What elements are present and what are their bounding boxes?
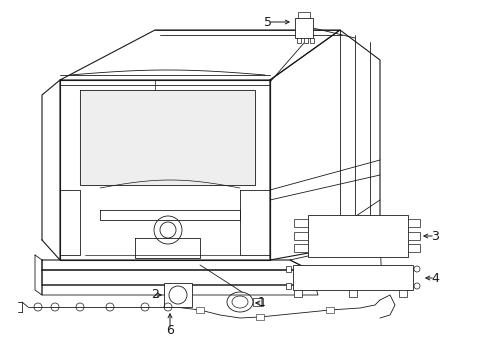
FancyBboxPatch shape [293,232,307,240]
Polygon shape [42,285,317,295]
Text: 6: 6 [166,324,174,337]
FancyBboxPatch shape [398,290,406,297]
Text: 4: 4 [430,271,438,284]
Polygon shape [60,80,269,260]
Text: 1: 1 [258,297,265,310]
FancyBboxPatch shape [196,307,203,313]
Text: 2: 2 [151,288,159,302]
Polygon shape [35,255,42,295]
FancyBboxPatch shape [163,283,192,307]
FancyBboxPatch shape [309,38,313,43]
Polygon shape [80,90,254,185]
FancyBboxPatch shape [307,215,407,257]
Polygon shape [42,270,314,285]
FancyBboxPatch shape [407,244,419,252]
Polygon shape [60,30,339,80]
FancyBboxPatch shape [304,38,307,43]
FancyBboxPatch shape [325,307,333,313]
FancyBboxPatch shape [293,219,307,227]
FancyBboxPatch shape [292,265,412,290]
Polygon shape [269,30,379,260]
FancyBboxPatch shape [294,18,312,38]
Polygon shape [289,240,381,285]
Polygon shape [42,260,309,270]
Polygon shape [42,80,60,260]
FancyBboxPatch shape [297,12,309,18]
FancyBboxPatch shape [285,283,290,289]
FancyBboxPatch shape [285,266,290,272]
FancyBboxPatch shape [407,219,419,227]
FancyBboxPatch shape [296,38,301,43]
FancyBboxPatch shape [293,290,302,297]
FancyBboxPatch shape [348,290,356,297]
FancyBboxPatch shape [256,314,264,320]
FancyBboxPatch shape [252,298,263,306]
FancyBboxPatch shape [407,232,419,240]
FancyBboxPatch shape [293,244,307,252]
Text: 5: 5 [264,15,271,28]
Text: 3: 3 [430,230,438,243]
